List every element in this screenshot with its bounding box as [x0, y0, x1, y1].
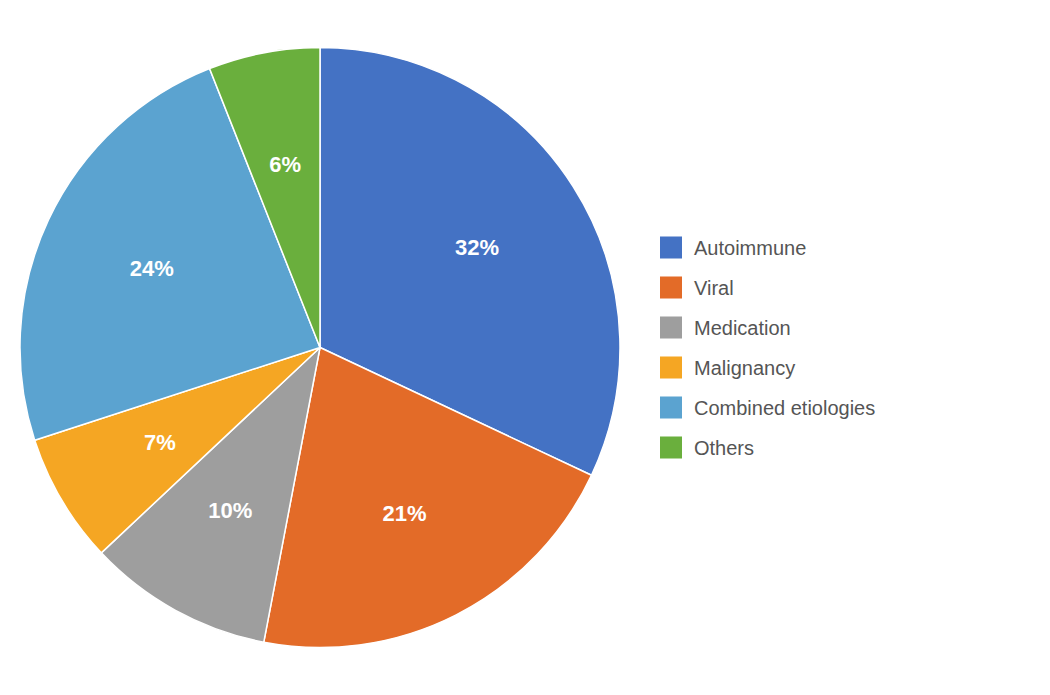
legend-swatch: [660, 357, 682, 379]
legend-swatch: [660, 277, 682, 299]
pie-slice: [264, 348, 592, 648]
legend-label: Combined etiologies: [694, 397, 875, 419]
legend-label: Viral: [694, 277, 734, 299]
legend-label: Autoimmune: [694, 237, 806, 259]
slices: [20, 48, 620, 648]
data-label: 32%: [455, 235, 499, 260]
legend-swatch: [660, 397, 682, 419]
data-label: 10%: [208, 498, 252, 523]
legend: Autoimmune Viral Medication Malignancy Combi…: [660, 237, 875, 459]
legend-label: Malignancy: [694, 357, 795, 379]
legend-swatch: [660, 317, 682, 339]
data-label: 6%: [269, 152, 301, 177]
data-labels: 32% 21% 10% 7% 24% 6%: [130, 152, 499, 525]
legend-swatch: [660, 237, 682, 259]
chart: 32% 21% 10% 7% 24% 6% Autoimmune Viral Medicatio…: [0, 0, 1050, 695]
pie-slice: [210, 48, 320, 348]
legend-label: Others: [694, 437, 754, 459]
chart-container: 32% 21% 10% 7% 24% 6% Autoimmune Viral Medicatio…: [0, 0, 1050, 695]
data-label: 7%: [144, 430, 176, 455]
background: [0, 0, 1050, 695]
legend-swatch: [660, 437, 682, 459]
data-label: 21%: [382, 501, 426, 526]
data-label: 24%: [130, 256, 174, 281]
legend-label: Medication: [694, 317, 791, 339]
